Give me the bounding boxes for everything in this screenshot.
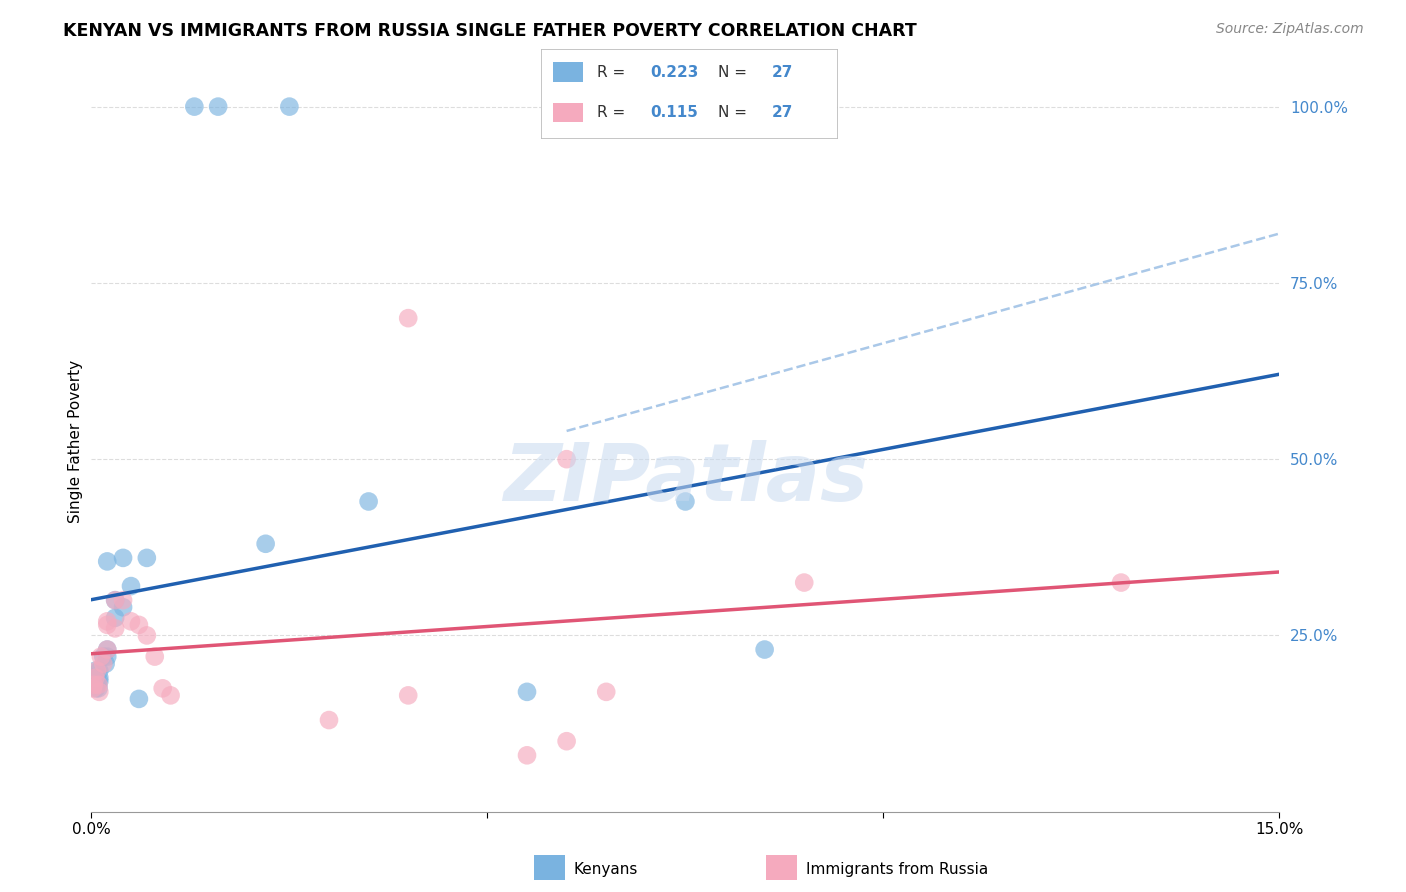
- Point: [128, 692, 150, 706]
- Point: [516, 748, 538, 763]
- Point: [183, 100, 205, 114]
- Point: [104, 611, 127, 625]
- Point: [96, 649, 118, 664]
- Point: [555, 734, 578, 748]
- Text: N =: N =: [718, 65, 752, 79]
- Point: [135, 628, 157, 642]
- Point: [135, 550, 157, 565]
- Point: [82, 681, 104, 696]
- Point: [84, 681, 107, 696]
- Point: [120, 579, 142, 593]
- Point: [87, 678, 110, 692]
- Point: [104, 593, 127, 607]
- Point: [396, 311, 419, 326]
- Point: [94, 657, 117, 671]
- Point: [87, 674, 110, 689]
- Point: [159, 689, 181, 703]
- Point: [96, 642, 118, 657]
- Text: R =: R =: [598, 65, 630, 79]
- Text: R =: R =: [598, 105, 636, 120]
- Point: [90, 649, 112, 664]
- Point: [207, 100, 229, 114]
- Point: [87, 681, 110, 696]
- Point: [96, 618, 118, 632]
- Point: [96, 554, 118, 568]
- Point: [96, 642, 118, 657]
- Point: [112, 593, 135, 607]
- FancyBboxPatch shape: [553, 103, 582, 122]
- Point: [112, 550, 135, 565]
- Point: [128, 618, 150, 632]
- Point: [91, 657, 114, 671]
- Point: [89, 671, 111, 685]
- Point: [595, 685, 617, 699]
- Point: [89, 685, 111, 699]
- Point: [83, 678, 105, 692]
- Point: [112, 600, 135, 615]
- Point: [143, 649, 166, 664]
- Point: [673, 494, 696, 508]
- Text: N =: N =: [718, 105, 752, 120]
- Point: [396, 689, 419, 703]
- Point: [555, 452, 578, 467]
- Text: KENYAN VS IMMIGRANTS FROM RUSSIA SINGLE FATHER POVERTY CORRELATION CHART: KENYAN VS IMMIGRANTS FROM RUSSIA SINGLE …: [63, 22, 917, 40]
- FancyBboxPatch shape: [553, 62, 582, 82]
- Point: [83, 678, 105, 692]
- Y-axis label: Single Father Poverty: Single Father Poverty: [67, 360, 83, 523]
- Text: 0.223: 0.223: [651, 65, 699, 79]
- Point: [1109, 575, 1132, 590]
- Text: 0.115: 0.115: [651, 105, 699, 120]
- Text: 27: 27: [772, 65, 793, 79]
- Point: [86, 664, 108, 678]
- Text: 27: 27: [772, 105, 793, 120]
- Point: [318, 713, 340, 727]
- Point: [89, 674, 111, 689]
- Point: [152, 681, 174, 696]
- Point: [89, 664, 111, 678]
- Point: [104, 621, 127, 635]
- Point: [516, 685, 538, 699]
- Point: [84, 664, 107, 678]
- Point: [278, 100, 301, 114]
- Text: ZIPatlas: ZIPatlas: [503, 440, 868, 517]
- Point: [254, 537, 277, 551]
- Point: [91, 649, 114, 664]
- Text: Immigrants from Russia: Immigrants from Russia: [806, 863, 988, 877]
- Point: [104, 593, 127, 607]
- Text: Source: ZipAtlas.com: Source: ZipAtlas.com: [1216, 22, 1364, 37]
- Text: Kenyans: Kenyans: [574, 863, 638, 877]
- Point: [84, 671, 107, 685]
- Point: [754, 642, 776, 657]
- Point: [120, 615, 142, 629]
- Point: [96, 615, 118, 629]
- Point: [357, 494, 380, 508]
- Point: [793, 575, 815, 590]
- Point: [86, 678, 108, 692]
- Point: [83, 671, 105, 685]
